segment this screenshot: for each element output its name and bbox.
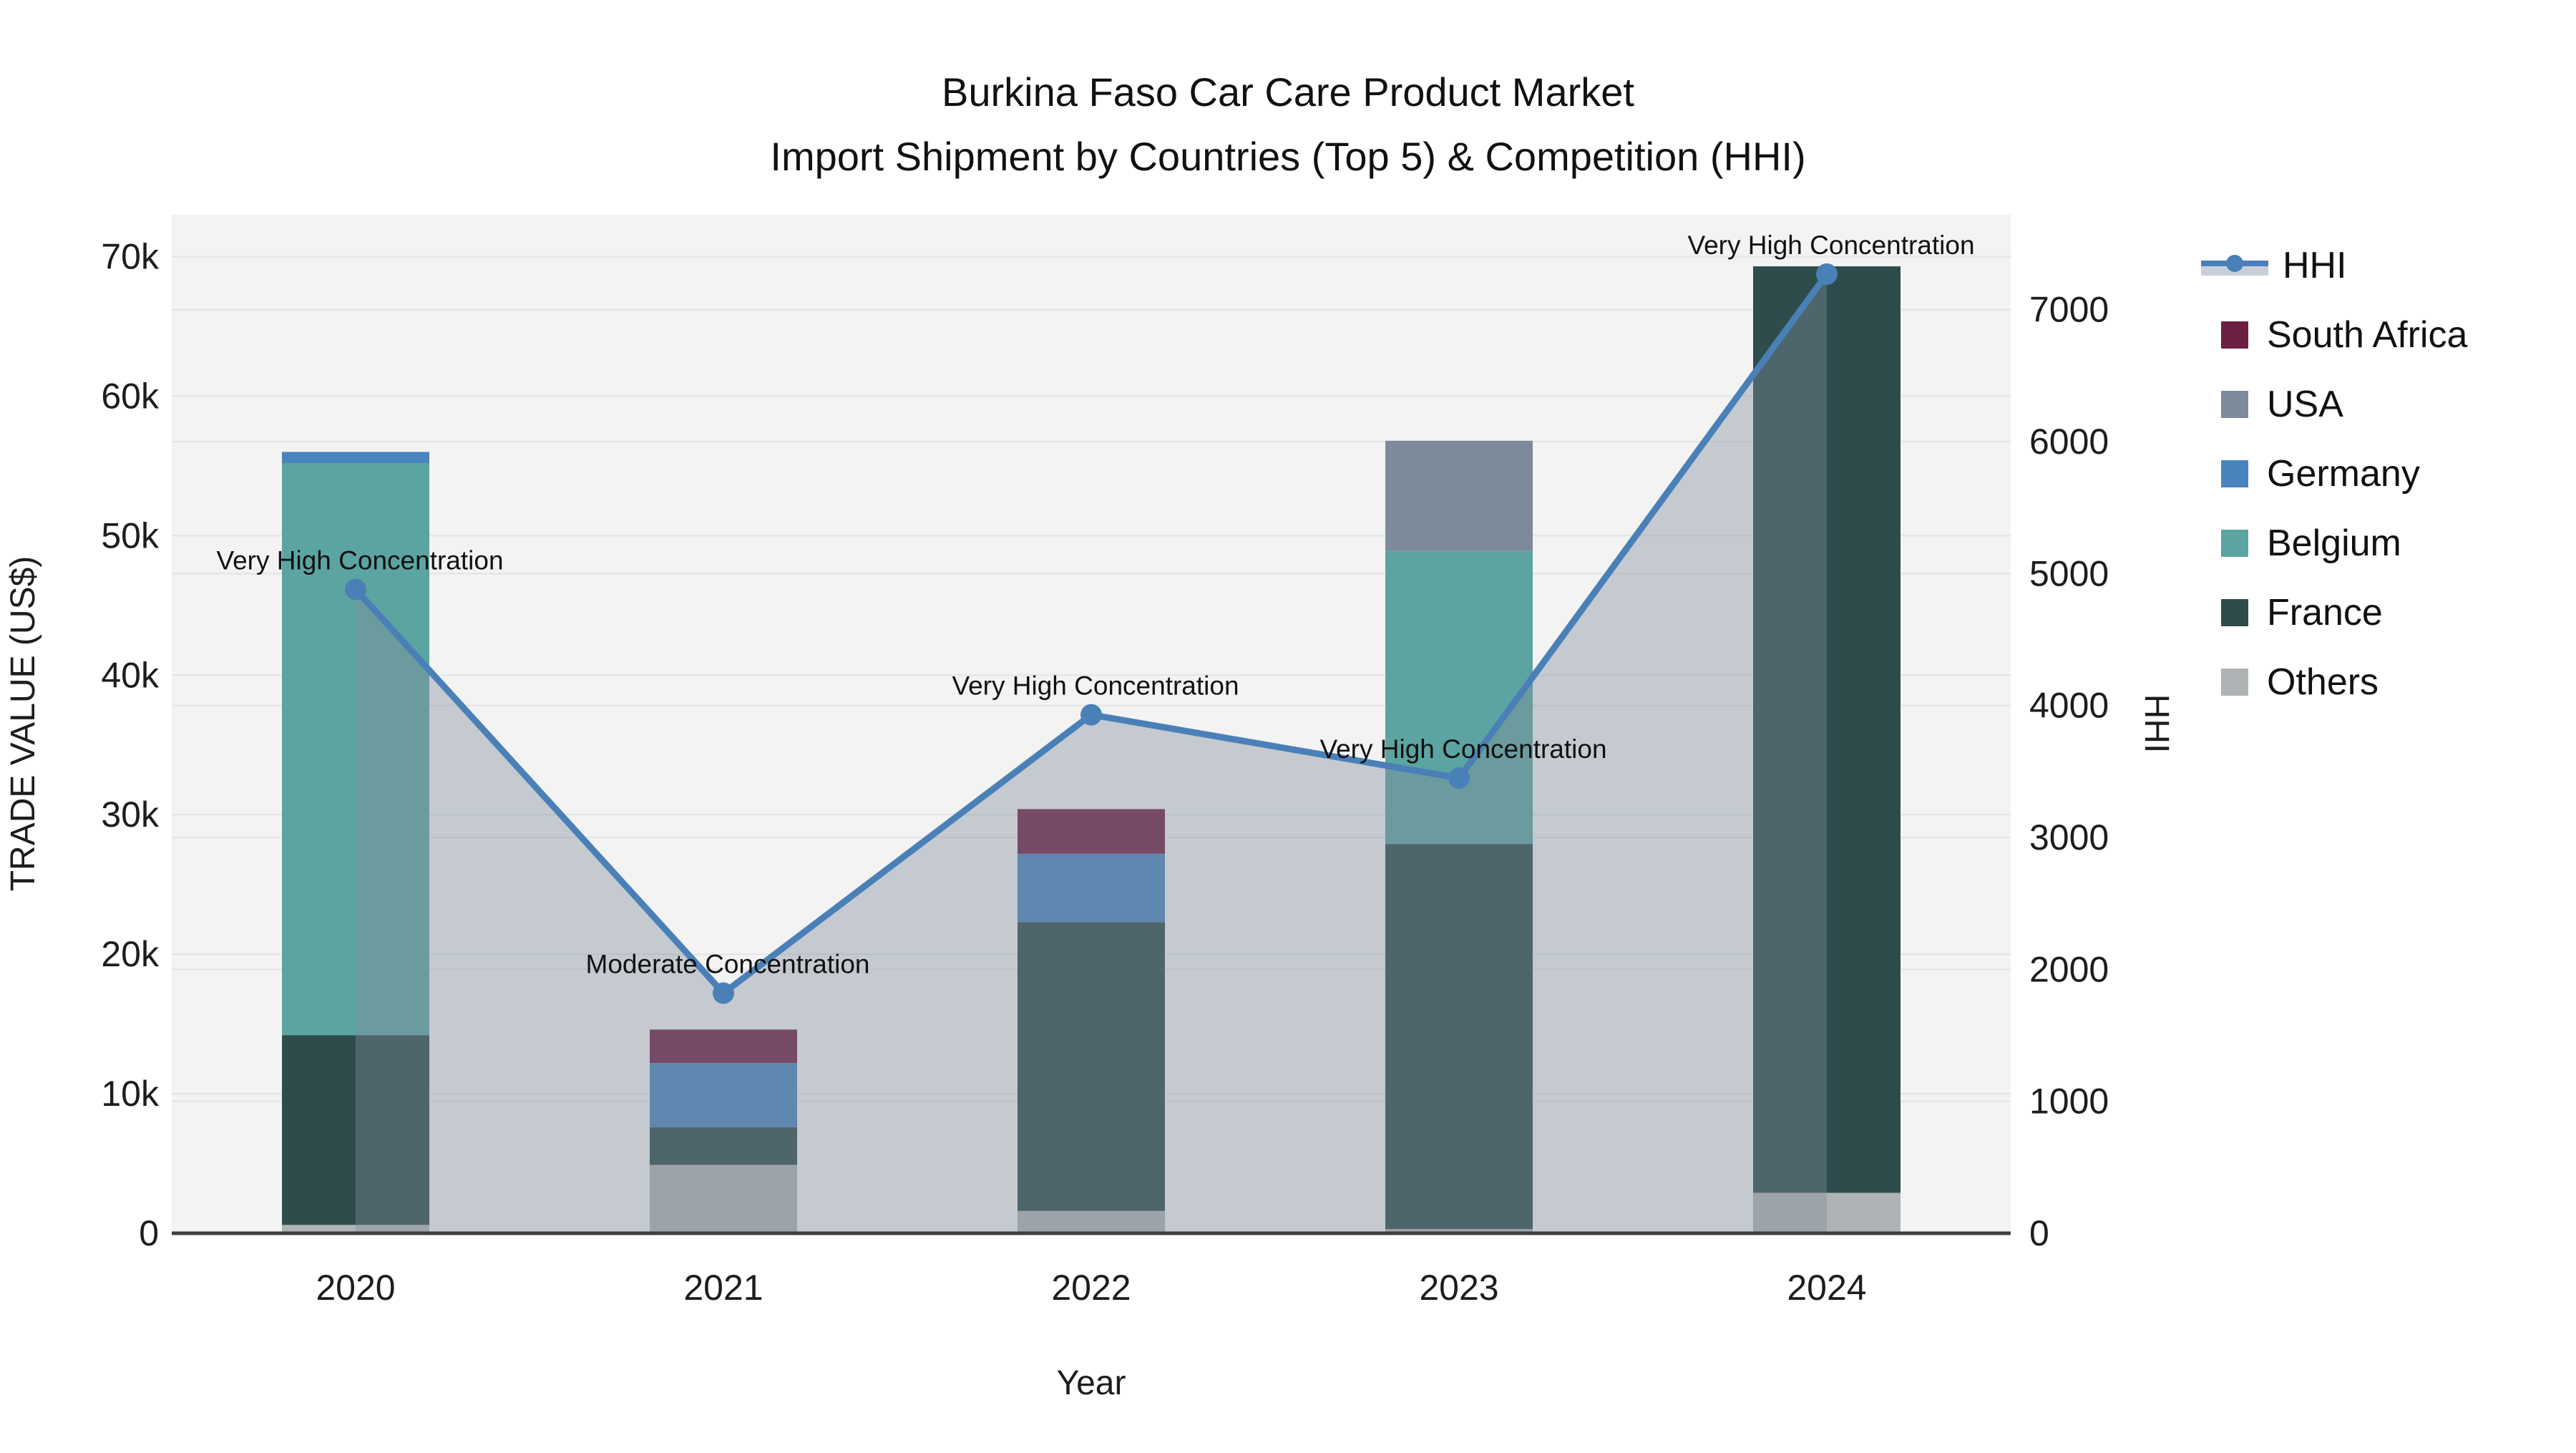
legend: HHI South Africa USA Germany Belgium France Ot…: [2201, 230, 2467, 716]
bar-segment-others-2024[interactable]: [1753, 1192, 1901, 1233]
bar-segment-france-2023[interactable]: [1385, 844, 1533, 1230]
legend-item-hhi[interactable]: HHI: [2201, 230, 2467, 300]
hhi-marker-2024[interactable]: [1816, 263, 1838, 285]
legend-swatch-others: [2221, 668, 2248, 696]
legend-swatch-usa: [2221, 390, 2248, 418]
bar-segment-france-2020[interactable]: [282, 1035, 429, 1225]
legend-label-others: Others: [2267, 661, 2379, 703]
bar-segment-france-2021[interactable]: [650, 1127, 797, 1165]
legend-label-belgium: Belgium: [2267, 522, 2401, 564]
legend-item-others[interactable]: Others: [2201, 647, 2467, 716]
legend-item-usa[interactable]: USA: [2201, 369, 2467, 439]
legend-label-usa: USA: [2267, 383, 2343, 425]
legend-swatch-germany: [2221, 460, 2248, 487]
y-left-tick-10k: 10k: [101, 1074, 160, 1114]
annotation-2022: Very High Concentration: [952, 671, 1239, 701]
y-right-tick-4000: 4000: [2029, 686, 2109, 726]
y-axis-left-tick-labels: 0 10k 20k 30k 40k 50k 60k 70k: [101, 236, 160, 1253]
y-left-tick-20k: 20k: [101, 934, 160, 974]
y-left-tick-0: 0: [139, 1213, 159, 1253]
hhi-area-series: [345, 263, 1838, 1233]
annotation-2021: Moderate Concentration: [586, 950, 870, 979]
bar-segment-usa-2023[interactable]: [1385, 440, 1533, 551]
chart-title-line1: Burkina Faso Car Care Product Market: [942, 69, 1634, 115]
x-tick-2020: 2020: [316, 1268, 395, 1308]
hhi-marker-2023[interactable]: [1448, 767, 1470, 789]
x-axis-title: Year: [1057, 1364, 1126, 1402]
bar-segment-germany-2021[interactable]: [650, 1063, 797, 1127]
y-right-tick-0: 0: [2029, 1213, 2049, 1253]
hhi-line-legend-icon: [2201, 251, 2268, 280]
bar-segment-south-africa-2022[interactable]: [1018, 809, 1165, 854]
legend-swatch-france: [2221, 598, 2248, 626]
legend-item-belgium[interactable]: Belgium: [2201, 508, 2467, 578]
hhi-marker-2022[interactable]: [1080, 704, 1102, 726]
bar-segment-others-2020[interactable]: [282, 1225, 429, 1233]
annotation-2023: Very High Concentration: [1319, 734, 1606, 764]
bar-segment-south-africa-2021[interactable]: [650, 1029, 797, 1064]
bar-segment-france-2022[interactable]: [1018, 922, 1165, 1211]
x-tick-2023: 2023: [1419, 1268, 1498, 1308]
bar-segment-germany-2020[interactable]: [282, 452, 429, 463]
x-tick-2024: 2024: [1787, 1268, 1866, 1308]
y-right-tick-1000: 1000: [2029, 1082, 2109, 1122]
bar-segment-others-2023[interactable]: [1385, 1229, 1533, 1233]
y-left-tick-50k: 50k: [101, 515, 160, 555]
bar-segment-others-2022[interactable]: [1018, 1210, 1165, 1233]
y-right-tick-2000: 2000: [2029, 949, 2109, 989]
legend-item-france[interactable]: France: [2201, 578, 2467, 647]
x-tick-2021: 2021: [683, 1268, 763, 1308]
bar-segment-france-2024[interactable]: [1753, 266, 1901, 1193]
y-axis-right-title: HHI: [2137, 694, 2175, 754]
y-right-tick-6000: 6000: [2029, 422, 2109, 462]
chart-title-line2: Import Shipment by Countries (Top 5) & C…: [770, 134, 1805, 179]
y-left-tick-30k: 30k: [101, 794, 160, 835]
y-axis-right-tick-labels: 0 1000 2000 3000 4000 5000 6000 7000: [2029, 290, 2109, 1253]
y-left-tick-70k: 70k: [101, 236, 160, 276]
legend-label-france: France: [2267, 591, 2383, 633]
legend-label-hhi: HHI: [2283, 244, 2347, 286]
y-right-tick-5000: 5000: [2029, 553, 2109, 593]
legend-swatch-belgium: [2221, 529, 2248, 557]
hhi-marker-2021[interactable]: [713, 982, 734, 1004]
legend-label-south-africa: South Africa: [2267, 314, 2468, 356]
bar-segment-belgium-2023[interactable]: [1385, 550, 1533, 845]
bar-segment-germany-2022[interactable]: [1018, 853, 1165, 923]
bar-segment-belgium-2020[interactable]: [282, 462, 429, 1036]
legend-label-germany: Germany: [2267, 452, 2420, 495]
legend-swatch-south-africa: [2221, 321, 2248, 349]
legend-item-south-africa[interactable]: South Africa: [2201, 300, 2467, 369]
bar-segment-others-2021[interactable]: [650, 1165, 797, 1233]
x-tick-2022: 2022: [1051, 1268, 1131, 1308]
legend-item-germany[interactable]: Germany: [2201, 439, 2467, 508]
hhi-marker-swatch: [2226, 254, 2243, 272]
concentration-annotations: Very High Concentration Moderate Concentr…: [216, 230, 1974, 979]
y-left-tick-60k: 60k: [101, 376, 160, 416]
annotation-2024: Very High Concentration: [1687, 230, 1974, 260]
y-axis-left-title: TRADE VALUE (US$): [4, 556, 42, 892]
x-axis-tick-labels: 2020 2021 2022 2023 2024: [316, 1268, 1866, 1308]
hhi-marker-2020[interactable]: [345, 578, 366, 601]
y-left-tick-40k: 40k: [101, 655, 160, 695]
stacked-bars: [282, 266, 1901, 1233]
y-right-tick-7000: 7000: [2029, 290, 2109, 330]
y-right-tick-3000: 3000: [2029, 817, 2109, 857]
annotation-2020: Very High Concentration: [216, 545, 503, 575]
